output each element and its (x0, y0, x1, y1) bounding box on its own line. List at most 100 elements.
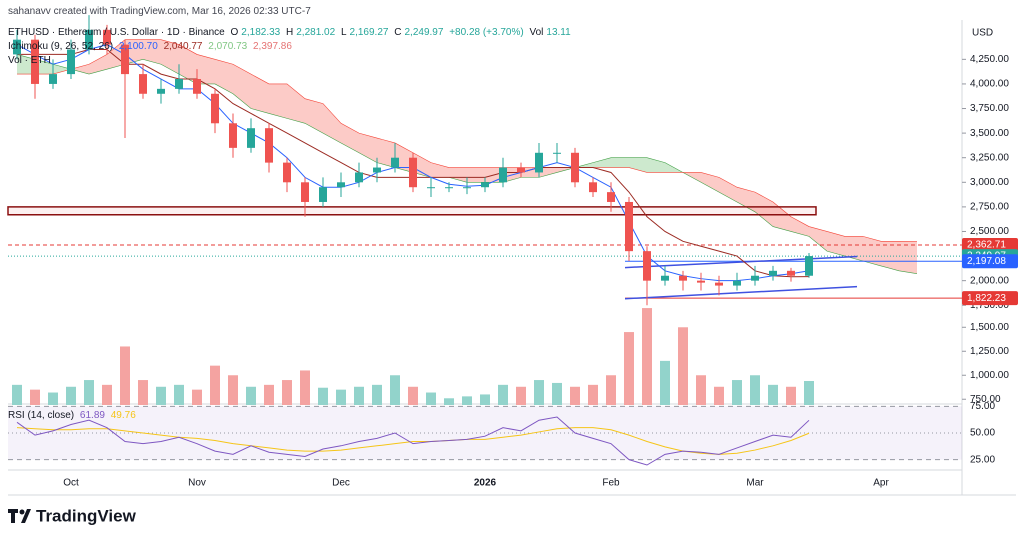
candle-body (355, 172, 363, 183)
x-tick-label: Mar (746, 478, 764, 489)
ichimoku-value: 2,070.73 (208, 41, 248, 52)
volume-bar (516, 386, 526, 405)
vol-value: 13.11 (546, 27, 571, 38)
volume-bar (606, 375, 616, 405)
x-tick-label: Apr (873, 478, 889, 489)
volume-bar (354, 386, 364, 405)
volume-bar (696, 375, 706, 405)
volume-tick-label: 1,500.00 (970, 322, 1009, 333)
cloud-segment (791, 216, 809, 237)
candle-body (751, 275, 759, 281)
cloud-segment (215, 59, 233, 94)
ichimoku-value: 2,397.86 (253, 41, 292, 52)
candle-body (157, 88, 165, 94)
volume-bar (210, 365, 220, 405)
candle-body (427, 187, 435, 189)
candle-body (319, 187, 327, 202)
cloud-segment (107, 39, 125, 70)
volume-bar (156, 386, 166, 405)
candle-body (607, 192, 615, 202)
x-tick-label: Nov (188, 478, 206, 489)
candle-body (409, 157, 417, 188)
cloud-segment (17, 54, 35, 75)
volume-bar (570, 386, 580, 405)
cloud-segment (323, 103, 341, 143)
volume-bar (732, 380, 742, 405)
volume-bar (444, 398, 454, 405)
volume-bar (804, 381, 814, 405)
candle-body (697, 280, 705, 283)
volume-bar (228, 375, 238, 405)
cloud-segment (899, 241, 917, 274)
candle-body (769, 270, 777, 276)
cloud-segment (251, 74, 269, 114)
volume-bar (66, 386, 76, 405)
volume-bar (714, 386, 724, 405)
x-tick-label: Dec (332, 478, 350, 489)
price-level-label: 2,362.71 (967, 240, 1006, 251)
cloud-segment (611, 157, 629, 168)
x-tick-label: 2026 (474, 478, 497, 489)
candle-body (715, 282, 723, 286)
candle-body (85, 29, 93, 50)
candle-body (643, 251, 651, 281)
ichimoku-value: 2,040.77 (163, 41, 203, 52)
price-tick-label: 2,750.00 (970, 202, 1009, 213)
cloud-segment (593, 157, 611, 168)
volume-bar (642, 308, 652, 405)
price-level-box (962, 254, 1018, 269)
volume-bar (246, 386, 256, 405)
volume-legend: Vol · ETH (8, 55, 51, 66)
cloud-segment (143, 39, 161, 65)
cloud-segment (35, 59, 53, 75)
channel-line (624, 285, 858, 300)
price-tick-label: 3,750.00 (970, 103, 1009, 114)
price-level-label: 2,197.08 (967, 256, 1006, 267)
span-b-line (17, 39, 918, 242)
price-tick-label: 1,750.00 (970, 300, 1009, 311)
volume-bar (624, 332, 634, 405)
price-tick-label: 2,500.00 (970, 226, 1009, 237)
ohlc-value: 2,182.33 (241, 27, 281, 38)
cloud-segment (755, 192, 773, 227)
candle-body (193, 79, 201, 94)
cloud-segment (467, 167, 485, 183)
volume-bar (102, 384, 112, 405)
footer-brand: TradingView (36, 506, 137, 525)
cloud-segment (71, 64, 89, 75)
rsi-band (8, 406, 962, 460)
volume-bar (192, 389, 202, 405)
candle-body (337, 182, 345, 188)
volume-bar (750, 375, 760, 405)
volume-bar (336, 389, 346, 405)
candle-body (445, 187, 453, 189)
volume-bar (462, 396, 472, 405)
volume-tick-label: 1,250.00 (970, 346, 1009, 357)
candle-body (481, 182, 489, 188)
candle-body (625, 201, 633, 252)
vol-label: Vol (529, 27, 544, 38)
volume-bar (282, 380, 292, 405)
price-tick-label: 2,000.00 (970, 275, 1009, 286)
volume-bar (498, 384, 508, 405)
ichimoku-value: 2,100.70 (118, 41, 158, 52)
cloud-segment (737, 187, 755, 212)
ohlc-label: H (286, 27, 294, 38)
candle-body (805, 256, 813, 276)
rsi-label: RSI (14, close) (8, 410, 75, 421)
volume-bar (786, 386, 796, 405)
ohlc-label: O (230, 27, 239, 38)
volume-bar (588, 384, 598, 405)
volume-bar (372, 384, 382, 405)
candle-body (553, 152, 561, 154)
candle-body (391, 157, 399, 168)
candle-body (211, 93, 219, 124)
candle-body (679, 275, 687, 281)
symbol: ETHUSD · Ethereum / U.S. Dollar · 1D · B… (8, 27, 225, 38)
cloud-segment (161, 39, 179, 75)
volume-bar (264, 384, 274, 405)
logo-dot (19, 509, 25, 515)
